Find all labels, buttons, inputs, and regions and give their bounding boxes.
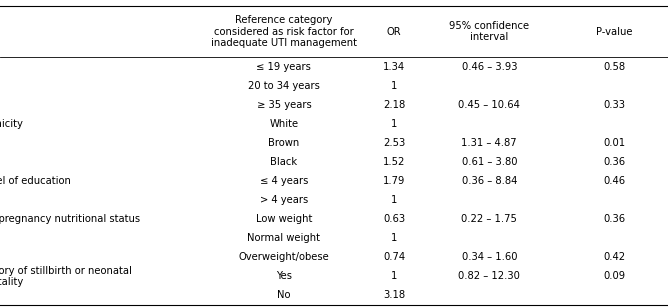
- Text: No: No: [277, 290, 291, 300]
- Text: 1: 1: [391, 233, 397, 243]
- Text: 0.46: 0.46: [603, 176, 626, 186]
- Text: Reference category
considered as risk factor for
inadequate UTI management: Reference category considered as risk fa…: [211, 15, 357, 48]
- Text: 1.31 – 4.87: 1.31 – 4.87: [462, 138, 517, 148]
- Text: Normal weight: Normal weight: [247, 233, 321, 243]
- Text: 95% confidence
interval: 95% confidence interval: [450, 21, 529, 43]
- Text: Overweight/obese: Overweight/obese: [238, 252, 329, 262]
- Text: History of stillbirth or neonatal
mortality: History of stillbirth or neonatal mortal…: [0, 265, 132, 287]
- Text: 0.01: 0.01: [603, 138, 626, 148]
- Text: 2.18: 2.18: [383, 100, 405, 110]
- Text: 0.46 – 3.93: 0.46 – 3.93: [462, 62, 517, 71]
- Text: Pre-pregnancy nutritional status: Pre-pregnancy nutritional status: [0, 214, 140, 224]
- Text: ≥ 35 years: ≥ 35 years: [257, 100, 311, 110]
- Text: 1: 1: [391, 195, 397, 205]
- Text: 0.63: 0.63: [383, 214, 405, 224]
- Text: Level of education: Level of education: [0, 176, 71, 186]
- Text: P-value: P-value: [597, 26, 633, 37]
- Text: Low weight: Low weight: [256, 214, 312, 224]
- Text: > 4 years: > 4 years: [260, 195, 308, 205]
- Text: 0.36: 0.36: [603, 214, 626, 224]
- Text: 0.82 – 12.30: 0.82 – 12.30: [458, 271, 520, 281]
- Text: 0.74: 0.74: [383, 252, 405, 262]
- Text: Black: Black: [271, 157, 297, 167]
- Text: 1.52: 1.52: [383, 157, 405, 167]
- Text: ≤ 4 years: ≤ 4 years: [260, 176, 308, 186]
- Text: 0.09: 0.09: [603, 271, 626, 281]
- Text: ≤ 19 years: ≤ 19 years: [257, 62, 311, 71]
- Text: 1.79: 1.79: [383, 176, 405, 186]
- Text: 1: 1: [391, 81, 397, 91]
- Text: 0.45 – 10.64: 0.45 – 10.64: [458, 100, 520, 110]
- Text: 0.61 – 3.80: 0.61 – 3.80: [462, 157, 517, 167]
- Text: 20 to 34 years: 20 to 34 years: [248, 81, 320, 91]
- Text: Ethnicity: Ethnicity: [0, 119, 23, 129]
- Text: 0.22 – 1.75: 0.22 – 1.75: [462, 214, 517, 224]
- Text: 0.58: 0.58: [603, 62, 626, 71]
- Text: Brown: Brown: [269, 138, 299, 148]
- Text: 0.34 – 1.60: 0.34 – 1.60: [462, 252, 517, 262]
- Text: 1: 1: [391, 119, 397, 129]
- Text: 0.33: 0.33: [604, 100, 625, 110]
- Text: 1: 1: [391, 271, 397, 281]
- Text: 2.53: 2.53: [383, 138, 405, 148]
- Text: 1.34: 1.34: [383, 62, 405, 71]
- Text: 3.18: 3.18: [383, 290, 405, 300]
- Text: 0.36: 0.36: [603, 157, 626, 167]
- Text: 0.36 – 8.84: 0.36 – 8.84: [462, 176, 517, 186]
- Text: White: White: [269, 119, 299, 129]
- Text: Yes: Yes: [276, 271, 292, 281]
- Text: OR: OR: [387, 26, 401, 37]
- Text: 0.42: 0.42: [603, 252, 626, 262]
